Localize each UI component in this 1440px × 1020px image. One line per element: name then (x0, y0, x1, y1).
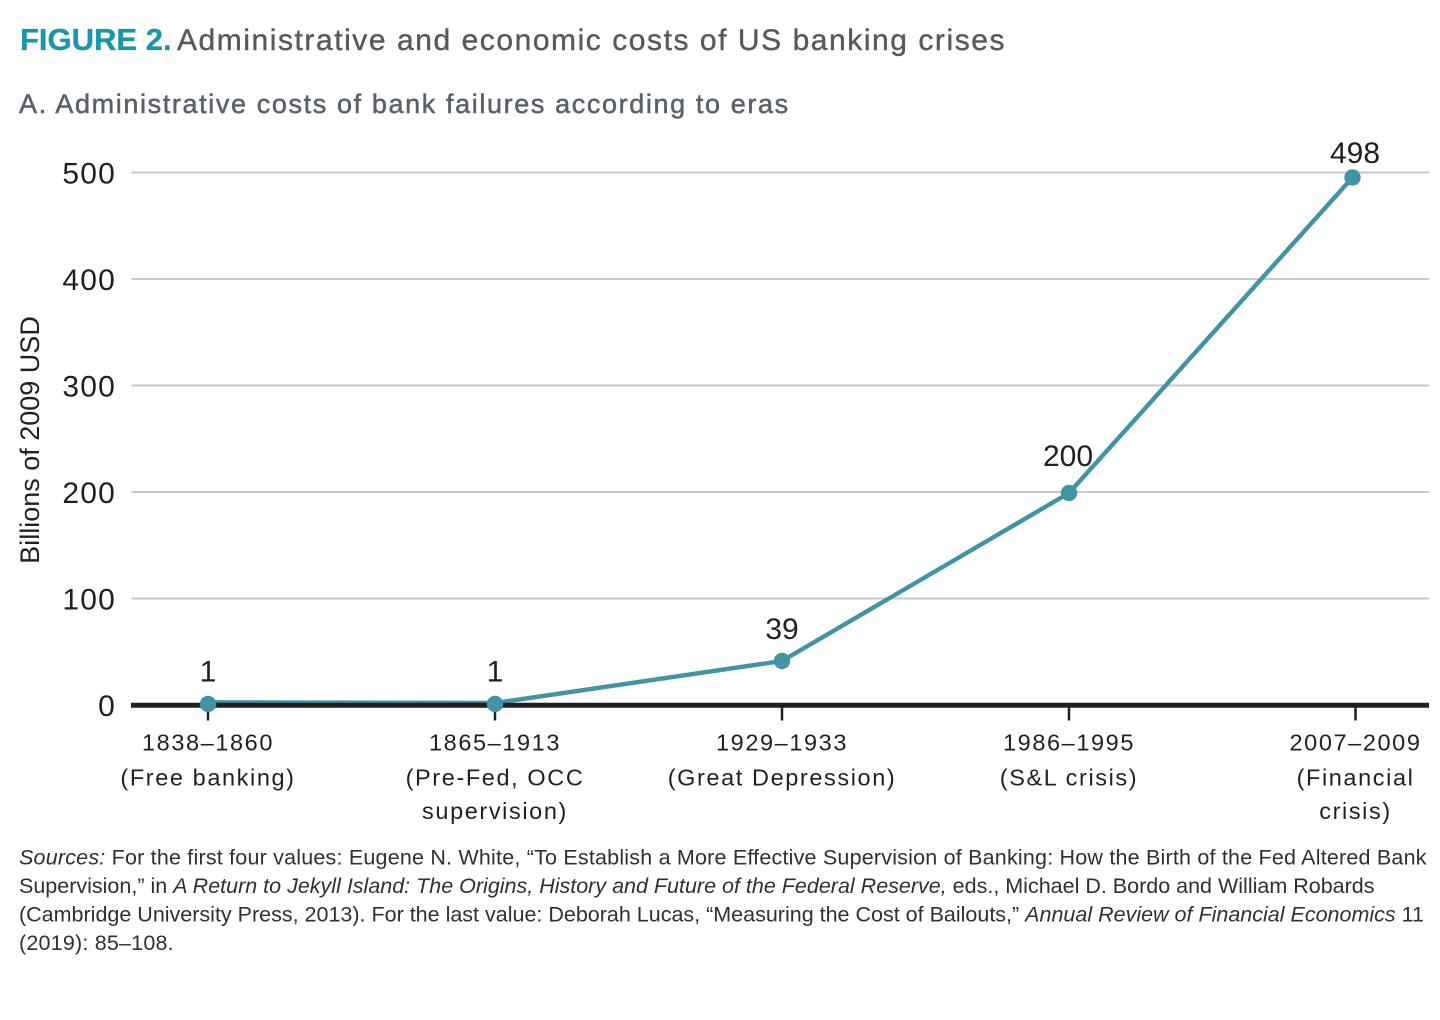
svg-text:200: 200 (62, 477, 116, 510)
svg-text:crisis): crisis) (1319, 798, 1392, 824)
svg-text:1865–1913: 1865–1913 (429, 730, 561, 756)
svg-text:Billions of 2009 USD: Billions of 2009 USD (15, 316, 45, 564)
svg-text:(S&L crisis): (S&L crisis) (1000, 764, 1138, 790)
svg-text:Sources: For the first four va: Sources: For the first four values: Euge… (19, 846, 1427, 870)
svg-text:1929–1933: 1929–1933 (716, 730, 848, 756)
svg-text:Supervision,” in A Return to J: Supervision,” in A Return to Jekyll Isla… (19, 874, 1375, 898)
svg-text:1: 1 (200, 656, 217, 689)
svg-text:200: 200 (1043, 440, 1093, 473)
svg-text:A. Administrative costs of ban: A. Administrative costs of bank failures… (19, 89, 790, 119)
svg-text:1838–1860: 1838–1860 (142, 730, 274, 756)
svg-text:1986–1995: 1986–1995 (1003, 730, 1135, 756)
svg-text:2007–2009: 2007–2009 (1289, 730, 1421, 756)
svg-text:100: 100 (62, 583, 116, 616)
svg-text:(Cambridge University Press, 2: (Cambridge University Press, 2013). For … (19, 903, 1424, 927)
svg-text:FIGURE 2.: FIGURE 2. (20, 22, 172, 57)
svg-text:(Great Depression): (Great Depression) (668, 764, 897, 790)
svg-text:1: 1 (487, 656, 504, 689)
svg-text:500: 500 (62, 157, 116, 190)
svg-text:(Financial: (Financial (1297, 764, 1415, 790)
svg-text:(Pre-Fed, OCC: (Pre-Fed, OCC (406, 764, 585, 790)
svg-text:400: 400 (62, 264, 116, 297)
svg-text:(Free banking): (Free banking) (120, 764, 295, 790)
svg-text:(2019): 85–108.: (2019): 85–108. (19, 931, 174, 955)
svg-text:39: 39 (765, 613, 798, 646)
svg-text:Administrative and economic co: Administrative and economic costs of US … (177, 24, 1006, 57)
svg-text:0: 0 (98, 690, 116, 723)
svg-text:300: 300 (62, 370, 116, 403)
svg-text:supervision): supervision) (422, 798, 568, 824)
svg-text:498: 498 (1330, 137, 1380, 170)
